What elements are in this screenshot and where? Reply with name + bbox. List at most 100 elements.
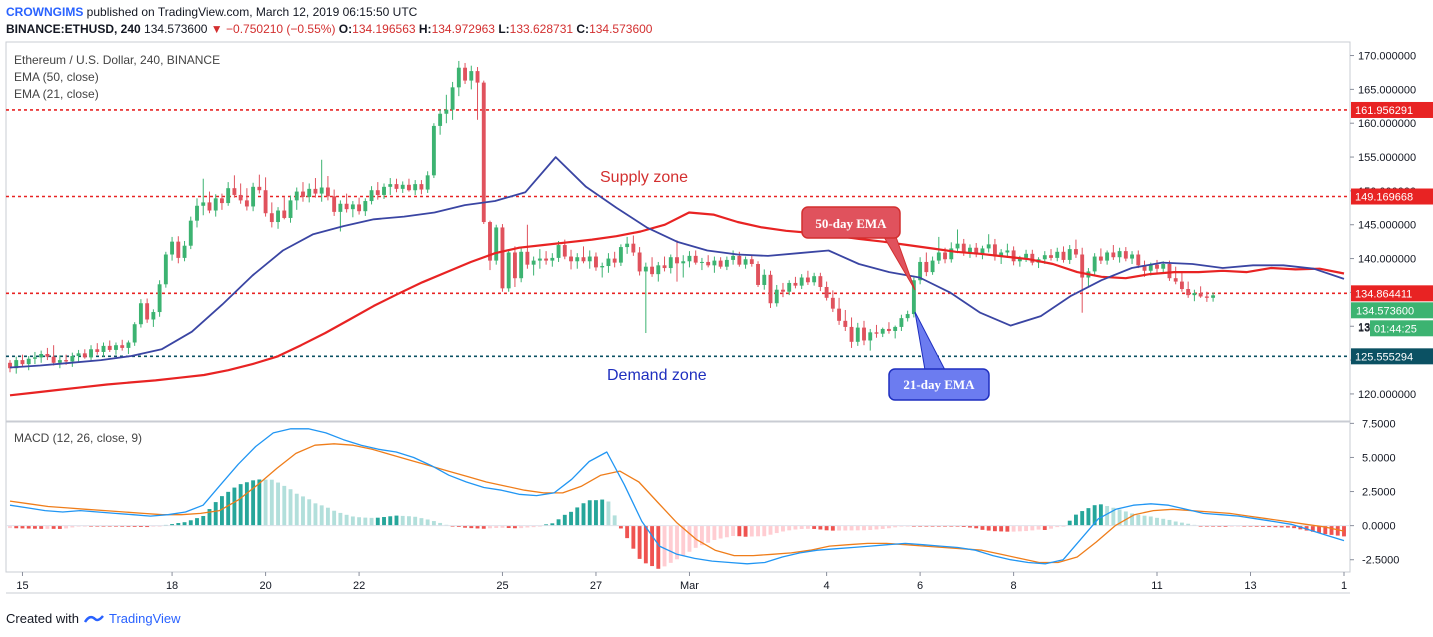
macd-histogram-bar	[668, 525, 673, 563]
candle-body	[749, 259, 754, 264]
macd-histogram-bar	[799, 525, 804, 529]
macd-histogram-bar	[1049, 525, 1053, 529]
price-tick-label: 155.000000	[1358, 152, 1416, 164]
macd-histogram-bar	[469, 525, 474, 529]
macd-tick-label: 5.0000	[1362, 452, 1396, 464]
macd-histogram-bar	[114, 525, 118, 527]
candle-body	[82, 353, 87, 358]
time-tick-label: 6	[917, 580, 923, 592]
last-price-label: 134.573600	[1356, 305, 1414, 317]
macd-histogram-bar	[238, 484, 243, 526]
candle-body	[450, 87, 455, 110]
candle-body	[550, 257, 555, 261]
macd-histogram-bar	[643, 525, 648, 564]
price-change: −0.750210 (−0.55%)	[226, 22, 336, 36]
candle-body	[145, 303, 150, 320]
macd-legend[interactable]: MACD (12, 26, close, 9)	[14, 431, 143, 445]
ema50-callout-box	[801, 206, 901, 239]
macd-histogram-bar	[338, 512, 343, 526]
candle-body	[344, 203, 349, 210]
macd-histogram-bar	[781, 525, 785, 532]
candle-body	[76, 353, 81, 357]
ema21-callout-label: 21-day EMA	[903, 377, 975, 392]
macd-histogram-bar	[64, 525, 69, 529]
candle-body	[64, 360, 69, 362]
macd-histogram-bar	[606, 501, 611, 526]
macd-histogram-bar	[425, 519, 430, 526]
candle-body	[961, 243, 966, 254]
candle-body	[332, 196, 337, 212]
candle-body	[1098, 256, 1103, 261]
macd-histogram-bar	[269, 479, 274, 526]
macd-histogram-bar	[213, 502, 218, 526]
macd-histogram-bar	[1217, 525, 1222, 527]
macd-histogram-bar	[631, 525, 636, 549]
macd-histogram-bar	[581, 503, 586, 526]
candle-body	[949, 248, 954, 260]
level-price-tag	[1351, 285, 1433, 302]
open-label: O:	[338, 22, 353, 36]
macd-histogram-bar	[26, 525, 31, 529]
macd-histogram-bar	[132, 525, 137, 527]
candle-body	[1049, 255, 1053, 258]
candle-body	[319, 187, 324, 194]
candle-body	[500, 227, 505, 289]
candle-body	[170, 241, 175, 255]
candle-body	[438, 113, 443, 126]
candle-body	[1105, 252, 1110, 261]
macd-histogram-bar	[1042, 525, 1047, 530]
candle-body	[824, 286, 829, 298]
candle-body	[382, 186, 386, 195]
candle-body	[89, 349, 93, 358]
macd-histogram-bar	[1024, 525, 1029, 532]
macd-histogram-bar	[662, 525, 667, 567]
macd-histogram-bar	[201, 515, 206, 526]
candle-body	[45, 353, 50, 357]
macd-histogram-bar	[1142, 515, 1147, 526]
candle-body	[849, 326, 854, 342]
candle-body	[481, 82, 486, 223]
candle-body	[425, 175, 430, 190]
macd-histogram-bar	[587, 500, 592, 526]
candle-body	[793, 282, 798, 286]
candle-body	[132, 324, 137, 343]
macd-histogram-bar	[70, 525, 75, 528]
candle-body	[107, 345, 112, 350]
symbol-label[interactable]: BINANCE:ETHUSD, 240	[6, 22, 141, 36]
macd-histogram-bar	[319, 505, 324, 526]
candle-body	[1211, 295, 1216, 298]
macd-histogram-bar	[232, 487, 237, 526]
supply-zone-label: Supply zone	[600, 169, 688, 186]
macd-histogram-bar	[1155, 517, 1159, 526]
tradingview-brand[interactable]: TradingView	[108, 611, 181, 626]
candle-body	[874, 332, 879, 334]
candle-body	[369, 190, 374, 202]
time-tick-label: 4	[824, 580, 830, 592]
ema21-legend[interactable]: EMA (21, close)	[14, 87, 99, 101]
macd-histogram-bar	[1136, 514, 1141, 526]
time-tick-label: 8	[1011, 580, 1017, 592]
candle-body	[1186, 289, 1191, 296]
ema50-legend[interactable]: EMA (50, close)	[14, 70, 99, 84]
candle-body	[986, 244, 991, 249]
macd-histogram-bar	[849, 525, 854, 531]
candle-body	[562, 245, 567, 257]
macd-histogram-bar	[768, 525, 773, 535]
macd-histogram-bar	[39, 525, 44, 529]
author-name[interactable]: CROWNGIMS	[6, 5, 84, 19]
candle-body	[724, 259, 729, 267]
candle-body	[712, 260, 717, 266]
macd-histogram-bar	[1111, 507, 1116, 526]
macd-histogram-bar	[1323, 525, 1328, 535]
low-value: 133.628731	[509, 22, 574, 36]
macd-histogram-bar	[693, 525, 698, 548]
macd-histogram-bar	[1279, 525, 1284, 528]
candle-body	[120, 345, 125, 348]
candle-body	[924, 261, 929, 273]
candle-body	[431, 125, 436, 176]
candle-body	[400, 184, 405, 189]
macd-histogram-bar	[344, 514, 349, 526]
level-price-label: 134.864411	[1355, 288, 1412, 300]
candle-body	[930, 260, 935, 273]
